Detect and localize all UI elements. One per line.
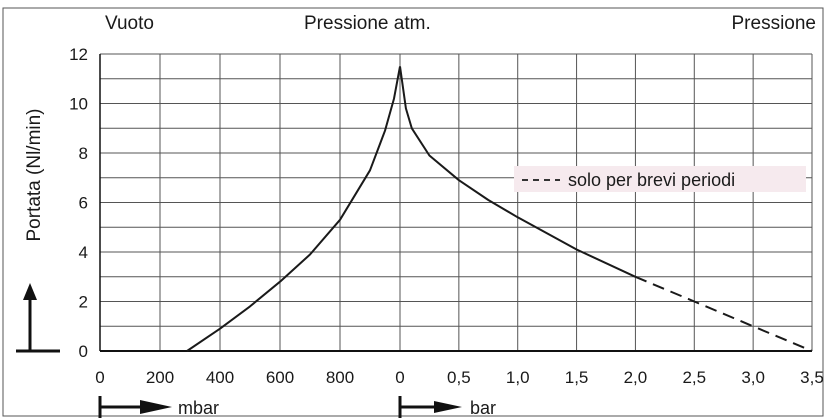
x-tick-label-mbar: 0 <box>395 368 404 387</box>
header-pressione: Pressione <box>731 13 817 34</box>
header-pressione-atm: Pressione atm. <box>304 13 431 34</box>
x-tick-label-mbar: 600 <box>266 368 294 387</box>
series-line-pressione-dashed <box>635 275 813 352</box>
y-tick-labels: 0 2 4 6 8 10 12 <box>69 45 88 361</box>
unit-bar: bar <box>470 398 496 418</box>
x-tick-label-bar: 0,5 <box>447 368 471 387</box>
y-tick-label: 12 <box>69 45 88 64</box>
legend-label: solo per brevi periodi <box>568 170 735 190</box>
x-tick-labels: 0 200 400 600 800 0 0,5 1,0 1,5 2,0 2,5 3,0 3,5 <box>95 368 824 387</box>
unit-mbar: mbar <box>178 398 219 418</box>
y-tick-label: 10 <box>69 95 88 114</box>
up-arrow-icon <box>16 283 60 353</box>
y-tick-label: 0 <box>79 342 88 361</box>
series-line-vuoto-solid <box>186 66 401 352</box>
legend-background <box>514 166 806 192</box>
bar-arrow-icon <box>398 396 462 418</box>
y-tick-label: 6 <box>79 194 88 213</box>
series-line-pressione-solid <box>399 66 636 278</box>
y-tick-label: 4 <box>79 243 88 262</box>
y-tick-label: 2 <box>79 293 88 312</box>
x-tick-label-bar: 1,0 <box>506 368 530 387</box>
chart-frame <box>2 7 824 417</box>
grid <box>99 53 813 352</box>
curves <box>186 66 813 352</box>
x-tick-label-bar: 2,5 <box>682 368 706 387</box>
x-tick-label-bar: 3,0 <box>741 368 765 387</box>
y-tick-label: 8 <box>79 144 88 163</box>
header-vuoto: Vuoto <box>105 13 154 34</box>
legend: solo per brevi periodi <box>514 166 806 192</box>
y-axis-label: Portata (Nl/min) <box>24 108 45 241</box>
x-tick-label-bar: 1,5 <box>565 368 589 387</box>
x-tick-label-bar: 2,0 <box>624 368 648 387</box>
x-tick-label-mbar: 400 <box>206 368 234 387</box>
mbar-arrow-icon <box>98 396 172 418</box>
x-tick-label-mbar: 0 <box>95 368 104 387</box>
x-tick-label-mbar: 200 <box>146 368 174 387</box>
x-tick-label-bar: 3,5 <box>800 368 824 387</box>
x-tick-label-mbar: 800 <box>326 368 354 387</box>
